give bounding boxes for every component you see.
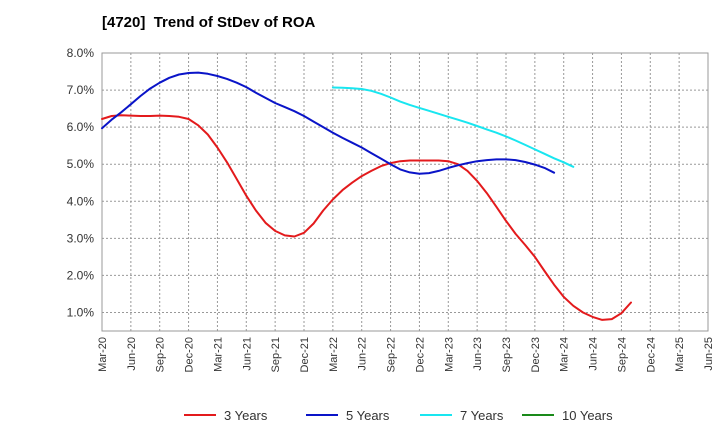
x-tick-label: Dec-23 bbox=[530, 337, 542, 372]
x-tick-label: Jun-20 bbox=[126, 337, 138, 371]
y-tick-label: 1.0% bbox=[67, 305, 95, 319]
axes: 1.0% 2.0% 3.0% 4.0% 5.0% 6.0% 7.0% 8.0% Mar-20 Ju… bbox=[67, 46, 715, 372]
x-tick-label: Jun-24 bbox=[588, 337, 600, 371]
series-line-3-years bbox=[101, 114, 632, 321]
x-tick-label: Sep-20 bbox=[155, 337, 167, 372]
x-tick-label: Mar-24 bbox=[559, 337, 571, 372]
plot-area bbox=[101, 52, 709, 332]
x-tick-label: Dec-20 bbox=[184, 337, 196, 372]
series-line-7-years bbox=[331, 86, 575, 168]
x-tick-label: Sep-22 bbox=[386, 337, 398, 372]
legend-label: 5 Years bbox=[346, 408, 390, 423]
series-lines bbox=[101, 71, 632, 321]
x-tick-label: Sep-21 bbox=[270, 337, 282, 372]
x-tick-label: Jun-21 bbox=[241, 337, 253, 371]
x-tick-label: Mar-25 bbox=[674, 337, 686, 372]
chart-title: [4720] Trend of StDev of ROA bbox=[102, 14, 316, 31]
x-tick-label: Mar-22 bbox=[328, 337, 340, 372]
grid bbox=[101, 52, 709, 332]
x-tick-label: Sep-24 bbox=[616, 337, 628, 372]
x-tick-label: Mar-23 bbox=[443, 337, 455, 372]
y-tick-label: 8.0% bbox=[67, 46, 95, 60]
y-tick-label: 6.0% bbox=[67, 120, 95, 134]
y-tick-label: 7.0% bbox=[67, 83, 95, 97]
x-tick-label: Jun-22 bbox=[357, 337, 369, 371]
x-tick-label: Dec-22 bbox=[414, 337, 426, 372]
series-line-5-years bbox=[101, 71, 556, 175]
legend-label: 7 Years bbox=[460, 408, 504, 423]
x-tick-label: Dec-21 bbox=[299, 337, 311, 372]
legend-label: 3 Years bbox=[224, 408, 268, 423]
y-tick-label: 3.0% bbox=[67, 231, 95, 245]
x-tick-label: Mar-21 bbox=[212, 337, 224, 372]
y-tick-label: 4.0% bbox=[67, 194, 95, 208]
x-tick-label: Dec-24 bbox=[645, 337, 657, 372]
x-tick-label: Jun-23 bbox=[472, 337, 484, 371]
legend-label: 10 Years bbox=[562, 408, 613, 423]
x-tick-label: Sep-23 bbox=[501, 337, 513, 372]
y-tick-label: 5.0% bbox=[67, 157, 95, 171]
y-tick-label: 2.0% bbox=[67, 268, 95, 282]
legend: 3 Years 5 Years 7 Years 10 Years bbox=[184, 408, 613, 423]
x-tick-label: Jun-25 bbox=[703, 337, 715, 371]
x-tick-label: Mar-20 bbox=[97, 337, 109, 372]
